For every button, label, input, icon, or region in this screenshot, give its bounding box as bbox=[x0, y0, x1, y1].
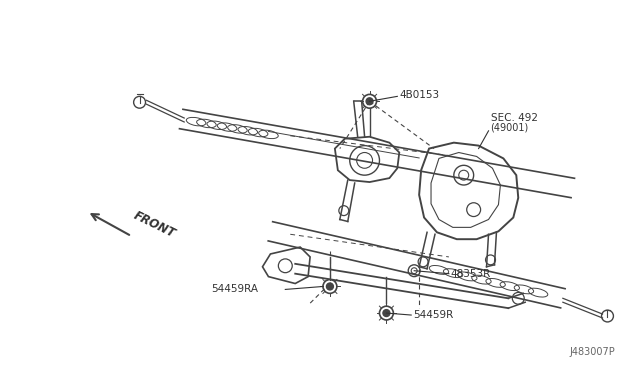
Text: 54459R: 54459R bbox=[413, 310, 453, 320]
Text: FRONT: FRONT bbox=[132, 209, 178, 240]
Circle shape bbox=[366, 98, 373, 105]
Text: 48353R: 48353R bbox=[451, 269, 491, 279]
Text: SEC. 492: SEC. 492 bbox=[490, 113, 538, 123]
Circle shape bbox=[383, 310, 390, 317]
Text: 54459RA: 54459RA bbox=[211, 285, 258, 294]
Text: (49001): (49001) bbox=[490, 123, 529, 133]
Text: 4B0153: 4B0153 bbox=[399, 90, 440, 100]
Text: J483007P: J483007P bbox=[570, 347, 616, 357]
Circle shape bbox=[326, 283, 333, 290]
